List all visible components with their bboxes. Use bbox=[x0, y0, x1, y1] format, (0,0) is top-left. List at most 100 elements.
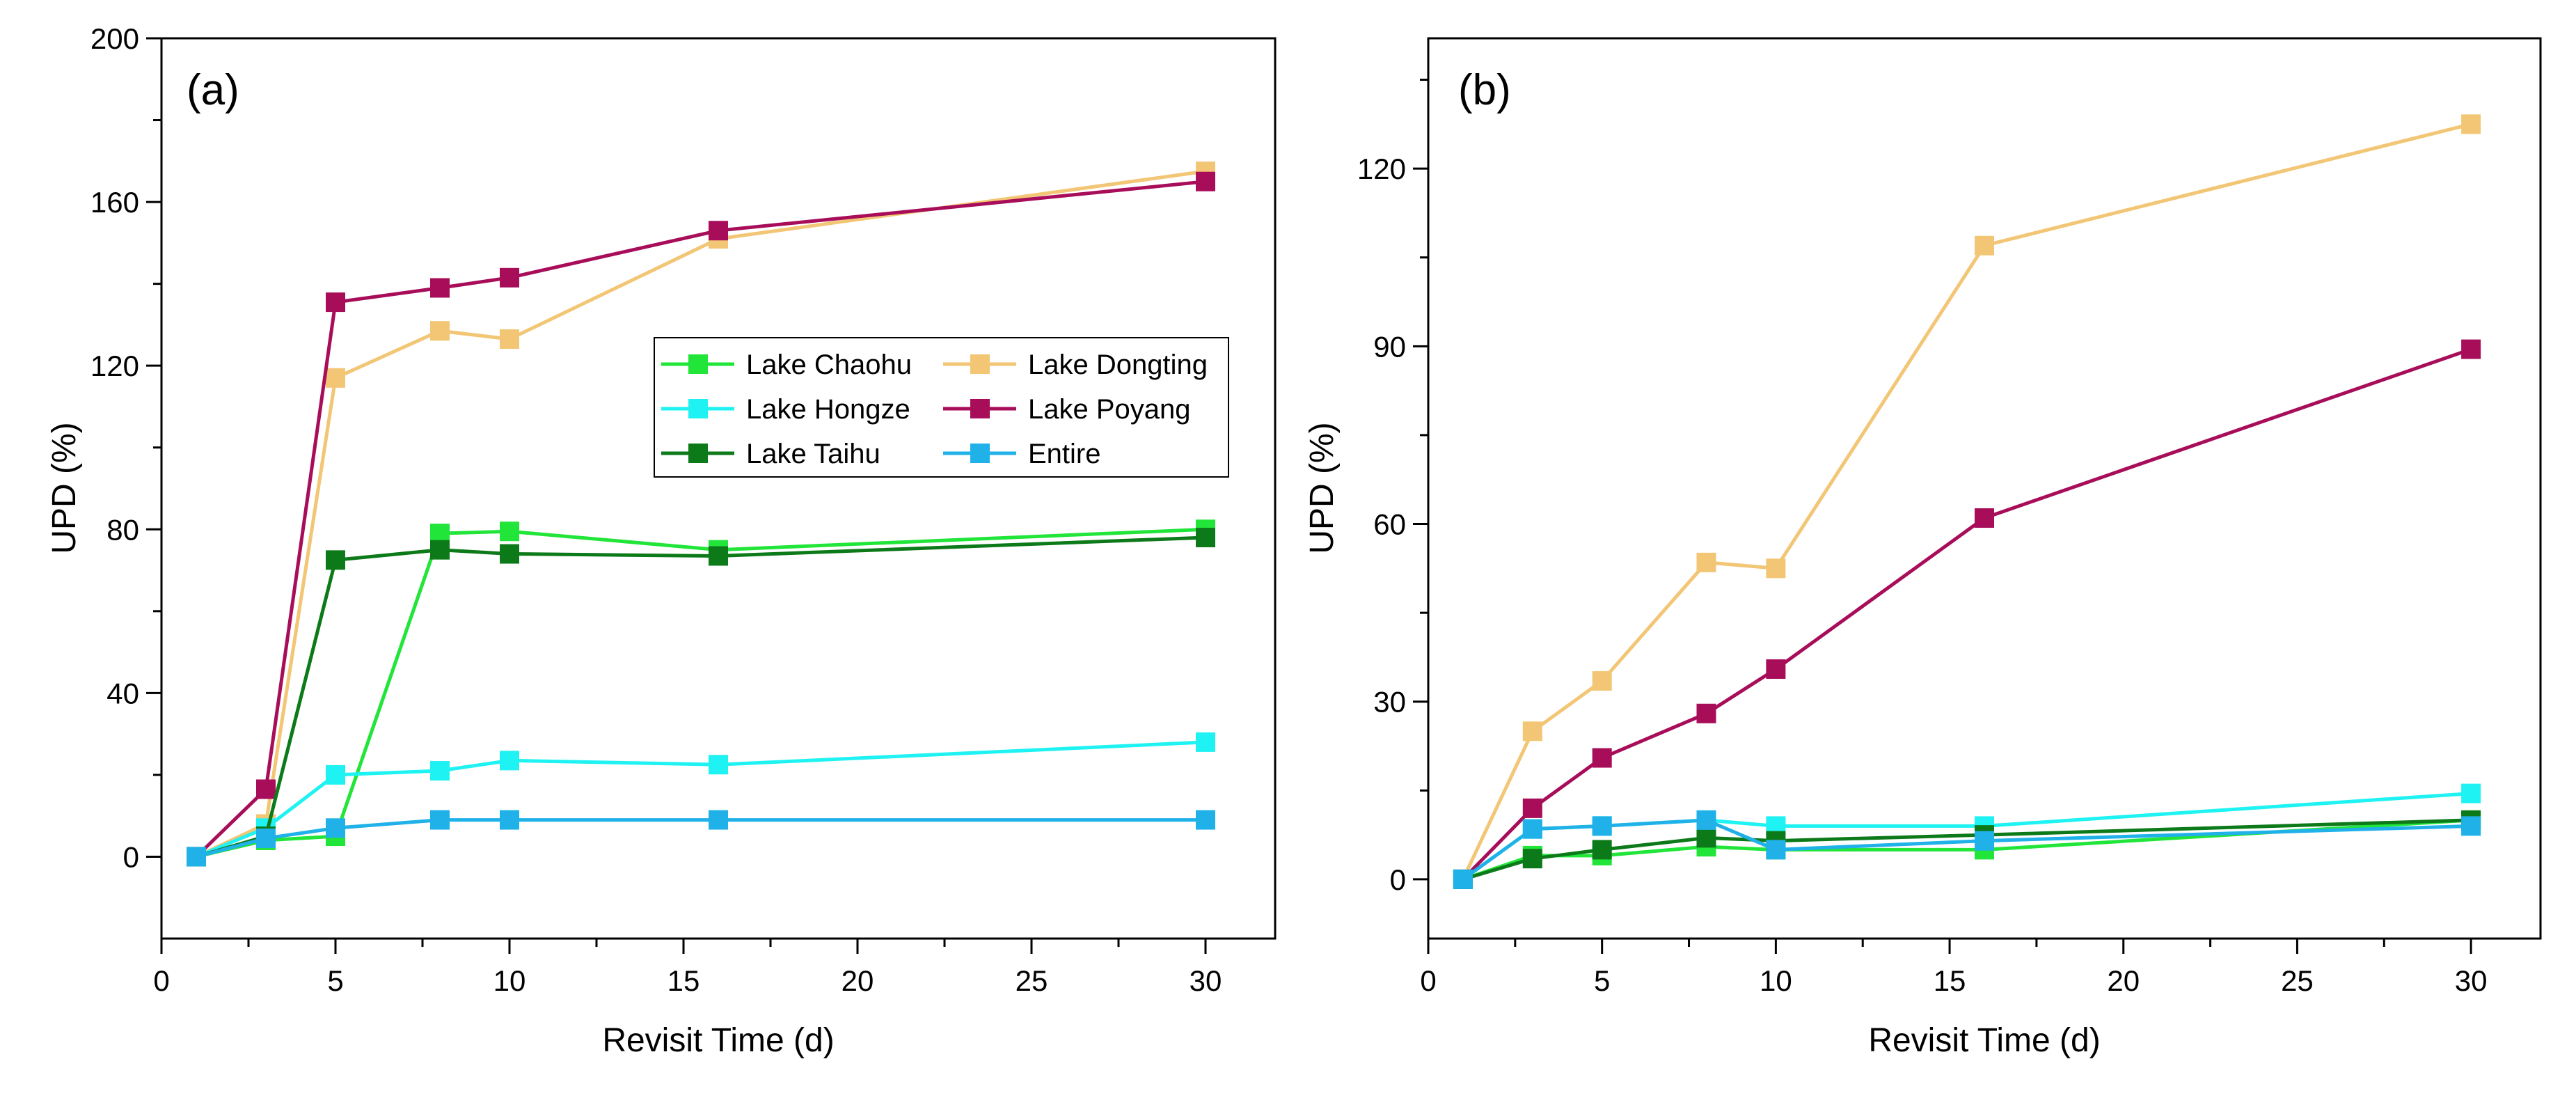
data-point-lake-poyang bbox=[2461, 339, 2481, 359]
x-tick-label: 15 bbox=[1934, 964, 1966, 997]
data-point-lake-poyang bbox=[709, 221, 728, 241]
x-tick-label: 30 bbox=[1190, 964, 1222, 997]
data-point-lake-dongting bbox=[1696, 552, 1716, 572]
series-line-lake-dongting bbox=[1461, 122, 2472, 880]
y-axis-title: UPD (%) bbox=[1304, 422, 1341, 554]
data-point-entire bbox=[1696, 810, 1716, 830]
x-axis-title: Revisit Time (d) bbox=[1868, 1022, 2100, 1059]
y-tick-label: 0 bbox=[1390, 863, 1406, 896]
data-point-lake-dongting bbox=[1592, 670, 1612, 691]
data-point-lake-dongting bbox=[1975, 235, 1994, 256]
y-tick-label: 120 bbox=[90, 350, 139, 382]
data-point-lake-dongting bbox=[1766, 558, 1786, 579]
series-line-lake-poyang bbox=[195, 180, 1206, 858]
data-point-lake-dongting bbox=[1522, 721, 1542, 742]
data-point-lake-dongting bbox=[326, 368, 345, 388]
data-point-lake-dongting bbox=[500, 329, 519, 349]
series-line-entire bbox=[196, 818, 1206, 858]
data-point-lake-taihu bbox=[1592, 840, 1612, 860]
plot-frame bbox=[160, 37, 1277, 940]
x-tick-label: 0 bbox=[1420, 964, 1436, 997]
legend: Lake Chaohu Lake Dongting Lake Hongze La… bbox=[654, 337, 1229, 478]
data-point-lake-poyang bbox=[500, 267, 519, 288]
series-line-lake-poyang bbox=[1462, 347, 2472, 881]
series-lake-dongting bbox=[1453, 114, 2481, 889]
panel-b: 0 5 10 15 20 25 30 0 30 60 90 120 (b) Revisit Time … bbox=[1304, 37, 2542, 1059]
data-point-lake-poyang bbox=[1592, 748, 1612, 768]
data-point-lake-hongze bbox=[1196, 732, 1215, 752]
data-point-entire bbox=[256, 829, 276, 849]
data-point-lake-hongze bbox=[709, 755, 728, 775]
series-entire bbox=[187, 810, 1215, 867]
legend-entry-lake-poyang: Lake Poyang bbox=[943, 394, 1191, 425]
data-point-entire bbox=[2461, 816, 2481, 836]
plot-frame bbox=[1427, 37, 2542, 940]
legend-label-lake-chaohu: Lake Chaohu bbox=[746, 350, 912, 380]
legend-label-entire: Entire bbox=[1028, 439, 1101, 469]
legend-entry-lake-hongze: Lake Hongze bbox=[661, 394, 910, 425]
y-tick-label: 120 bbox=[1357, 152, 1406, 185]
x-tick-label: 25 bbox=[1016, 964, 1048, 997]
legend-marker-entire bbox=[970, 444, 990, 463]
data-point-entire bbox=[1766, 840, 1786, 860]
series-entire bbox=[1453, 810, 2481, 889]
data-point-lake-poyang bbox=[1766, 659, 1786, 679]
x-tick-label: 20 bbox=[2107, 964, 2140, 997]
data-point-lake-chaohu bbox=[430, 524, 450, 544]
y-tick-label: 90 bbox=[1373, 330, 1406, 363]
data-point-lake-hongze bbox=[2461, 783, 2481, 803]
x-tick-label: 15 bbox=[667, 964, 700, 997]
data-point-entire bbox=[1522, 819, 1542, 839]
legend-label-lake-dongting: Lake Dongting bbox=[1028, 350, 1208, 380]
data-point-lake-poyang bbox=[1975, 508, 1994, 528]
y-tick-label: 30 bbox=[1373, 686, 1406, 719]
series-lake-poyang bbox=[1453, 339, 2481, 889]
data-point-lake-poyang bbox=[256, 779, 276, 799]
y-tick-label: 0 bbox=[123, 840, 139, 873]
panel-label: (b) bbox=[1458, 66, 1511, 114]
legend-label-lake-hongze: Lake Hongze bbox=[746, 394, 910, 425]
series-lake-hongze bbox=[187, 732, 1215, 867]
y-tick-label: 200 bbox=[90, 22, 139, 55]
panel-a: 0 5 10 15 20 25 30 0 40 80 120 160 200 (a) Revisit T… bbox=[46, 22, 1277, 1059]
legend-marker-lake-taihu bbox=[688, 444, 708, 463]
data-point-lake-taihu bbox=[1522, 849, 1542, 869]
panel-label: (a) bbox=[187, 66, 239, 114]
data-point-lake-hongze bbox=[326, 764, 345, 785]
x-tick-label: 5 bbox=[327, 964, 343, 997]
data-point-entire bbox=[1592, 816, 1612, 836]
legend-marker-lake-dongting bbox=[970, 354, 990, 374]
series-lake-chaohu bbox=[187, 519, 1215, 867]
data-point-lake-taihu bbox=[430, 540, 450, 560]
x-axis-title: Revisit Time (d) bbox=[602, 1022, 834, 1059]
y-tick-label: 160 bbox=[90, 186, 139, 219]
series-line-lake-taihu bbox=[196, 535, 1206, 858]
y-tick-label: 80 bbox=[106, 513, 139, 546]
x-tick-label: 20 bbox=[841, 964, 874, 997]
x-tick-label: 25 bbox=[2281, 964, 2314, 997]
x-tick-label: 30 bbox=[2455, 964, 2488, 997]
data-point-lake-taihu bbox=[1696, 828, 1716, 848]
legend-label-lake-taihu: Lake Taihu bbox=[746, 439, 880, 469]
data-point-lake-dongting bbox=[2461, 114, 2481, 134]
data-point-entire bbox=[1975, 831, 1994, 851]
data-point-lake-poyang bbox=[1196, 171, 1215, 191]
data-point-lake-poyang bbox=[1696, 703, 1716, 723]
data-point-lake-poyang bbox=[1522, 798, 1542, 818]
legend-entry-lake-taihu: Lake Taihu bbox=[661, 439, 880, 469]
data-point-entire bbox=[1196, 810, 1215, 830]
legend-frame bbox=[654, 337, 1229, 478]
data-point-lake-chaohu bbox=[500, 521, 519, 542]
data-point-entire bbox=[430, 810, 450, 830]
legend-entry-entire: Entire bbox=[943, 439, 1101, 469]
legend-label-lake-poyang: Lake Poyang bbox=[1028, 394, 1191, 425]
series-line-lake-dongting bbox=[195, 169, 1206, 858]
data-point-lake-taihu bbox=[500, 544, 519, 564]
series-lake-poyang bbox=[187, 171, 1215, 867]
data-point-entire bbox=[709, 810, 728, 830]
series-line-lake-chaohu bbox=[196, 527, 1206, 858]
x-tick-label: 10 bbox=[1760, 964, 1792, 997]
y-axis-title: UPD (%) bbox=[46, 422, 83, 554]
legend-marker-lake-hongze bbox=[688, 399, 708, 418]
